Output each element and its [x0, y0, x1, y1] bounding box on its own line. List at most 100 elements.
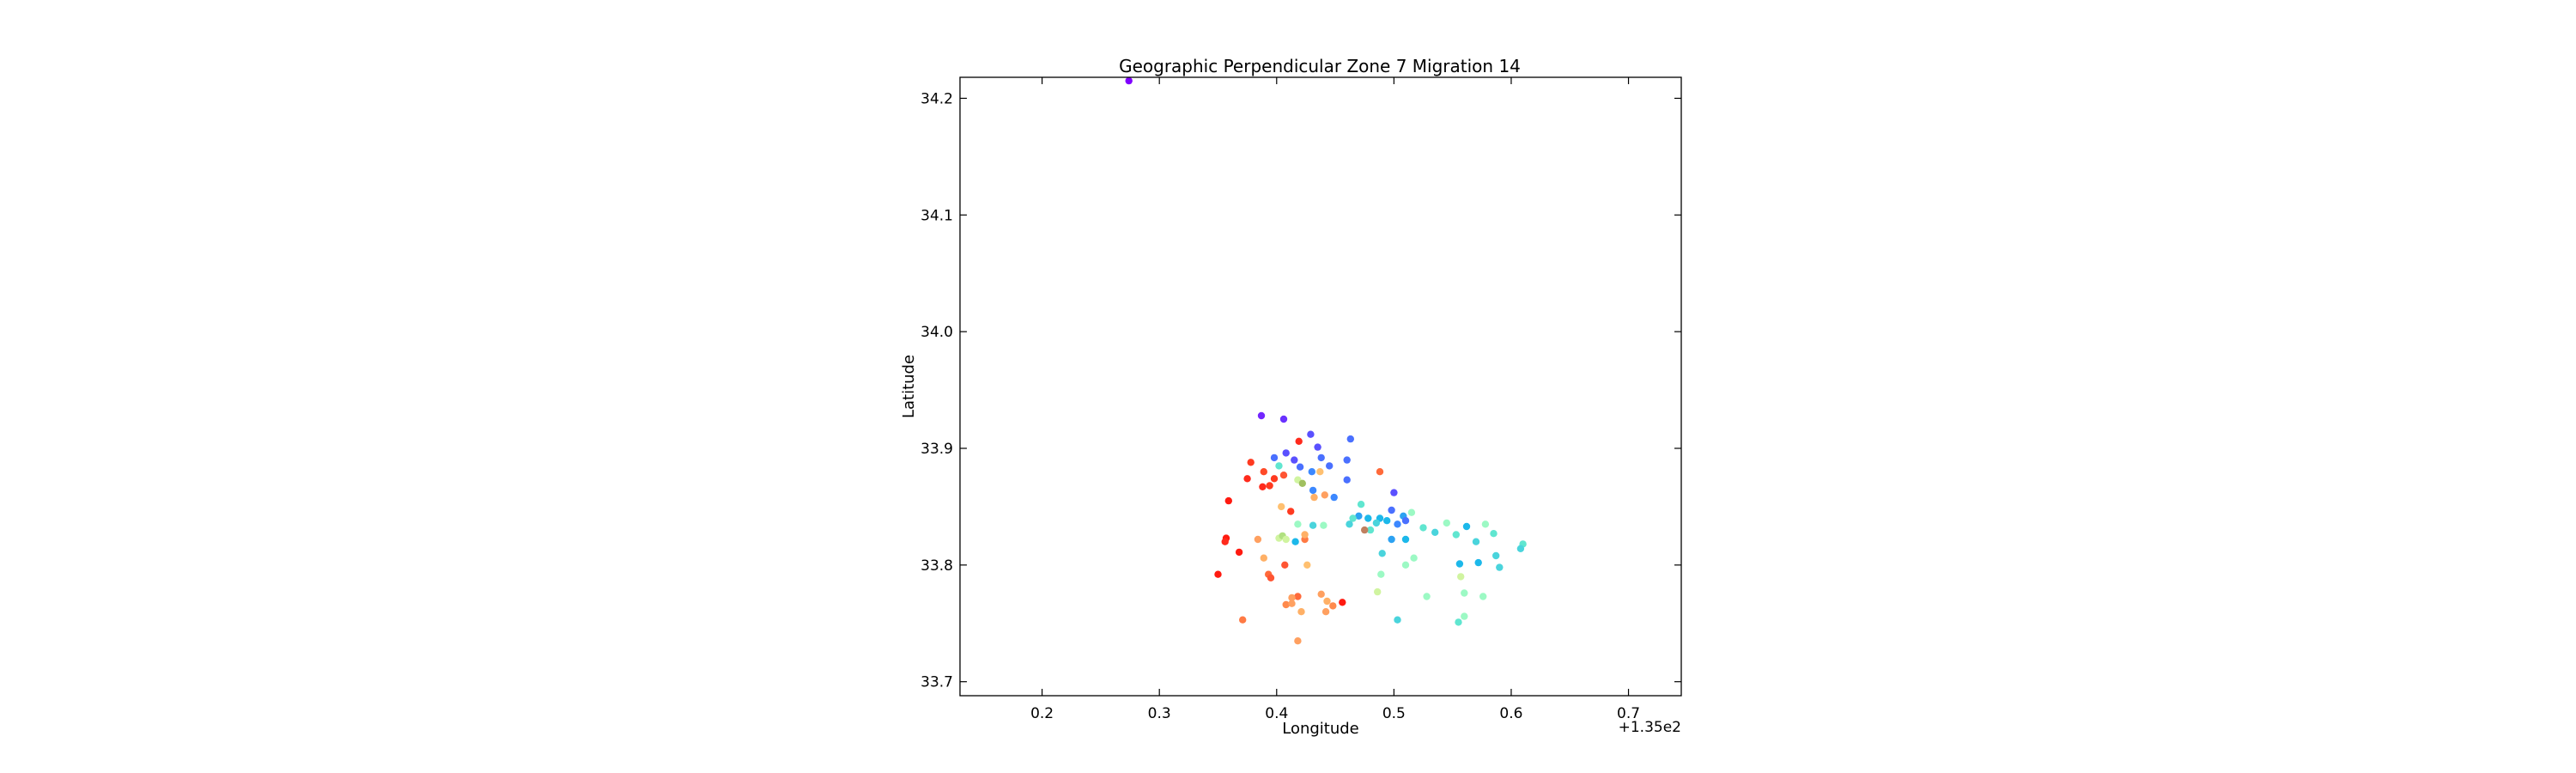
data-point-90	[1309, 521, 1317, 529]
data-point-32	[1388, 535, 1395, 544]
data-point-98	[1317, 590, 1325, 598]
data-point-51	[1378, 550, 1386, 557]
x-axis-label: Longitude	[1282, 720, 1359, 738]
data-point-30	[1366, 526, 1375, 534]
data-point-33	[1401, 535, 1410, 544]
data-point-75	[1287, 508, 1295, 515]
data-point-14	[1343, 476, 1351, 484]
data-point-99	[1294, 593, 1302, 600]
data-point-22	[1383, 517, 1391, 525]
data-point-37	[1452, 531, 1461, 539]
data-point-15	[1309, 486, 1317, 495]
data-point-46	[1455, 560, 1464, 568]
data-point-81	[1235, 548, 1243, 557]
data-point-13	[1308, 468, 1316, 476]
data-point-8	[1291, 456, 1298, 464]
data-point-58	[1455, 618, 1462, 626]
data-point-59	[1394, 616, 1401, 624]
data-point-24	[1394, 520, 1401, 528]
data-point-102	[1288, 600, 1296, 607]
data-point-3	[1307, 430, 1315, 438]
y-axis-label: Latitude	[900, 355, 918, 418]
x-tick-label: 0.7	[1617, 705, 1640, 722]
data-point-0	[1125, 76, 1133, 85]
data-point-10	[1343, 456, 1351, 464]
data-point-57	[1461, 612, 1468, 620]
data-point-27	[1349, 514, 1357, 522]
data-point-20	[1364, 514, 1372, 522]
data-point-95	[1303, 561, 1311, 569]
data-point-67	[1266, 482, 1273, 490]
data-point-86	[1282, 535, 1290, 544]
data-point-35	[1431, 528, 1439, 536]
data-point-94	[1281, 561, 1289, 569]
data-point-62	[1260, 468, 1268, 476]
x-tick-label: 0.3	[1148, 705, 1171, 722]
data-points	[1125, 76, 1527, 645]
data-point-93	[1260, 554, 1268, 562]
plot-frame	[959, 76, 1682, 697]
data-point-77	[1376, 468, 1384, 476]
data-point-105	[1339, 599, 1346, 606]
data-point-17	[1390, 489, 1398, 496]
data-point-66	[1259, 483, 1267, 490]
data-point-103	[1323, 597, 1331, 606]
data-point-41	[1490, 530, 1498, 538]
y-tick-label: 33.7	[920, 674, 953, 691]
data-point-109	[1294, 637, 1302, 645]
data-point-101	[1282, 600, 1290, 609]
data-point-25	[1401, 517, 1410, 525]
data-point-26	[1407, 508, 1416, 516]
data-point-70	[1298, 479, 1307, 487]
data-point-73	[1310, 493, 1318, 502]
data-point-71	[1316, 468, 1324, 476]
data-point-68	[1275, 462, 1283, 470]
x-tick-label: 0.4	[1265, 705, 1288, 722]
data-point-44	[1492, 551, 1500, 560]
x-axis-offset-label: +1.35e2	[1619, 719, 1681, 736]
data-point-100	[1288, 593, 1296, 602]
data-point-55	[1461, 589, 1468, 597]
y-tick-label: 33.9	[920, 441, 953, 458]
data-point-53	[1374, 587, 1382, 596]
data-point-31	[1372, 519, 1381, 527]
chart-title: Geographic Perpendicular Zone 7 Migratio…	[1119, 56, 1521, 76]
data-point-39	[1472, 538, 1480, 545]
data-point-82	[1214, 570, 1222, 578]
y-tick-label: 34.1	[920, 207, 953, 224]
data-point-107	[1297, 608, 1305, 616]
data-point-52	[1377, 570, 1385, 578]
data-point-56	[1479, 593, 1487, 600]
data-point-89	[1301, 531, 1309, 539]
x-tick-label: 0.5	[1382, 705, 1406, 722]
data-point-36	[1443, 519, 1451, 527]
x-tick-label: 0.2	[1030, 705, 1054, 722]
data-point-63	[1270, 475, 1279, 483]
data-point-104	[1329, 602, 1337, 610]
data-point-91	[1320, 521, 1327, 529]
x-axis-ticks: 0.2 0.3 0.4 0.5 0.6 0.7	[1030, 77, 1640, 722]
data-point-4	[1346, 435, 1355, 443]
data-point-87	[1291, 538, 1299, 545]
data-point-61	[1247, 459, 1255, 466]
data-point-29	[1357, 501, 1365, 508]
data-point-60	[1295, 437, 1303, 445]
data-point-19	[1355, 512, 1363, 520]
data-point-47	[1496, 563, 1504, 571]
data-point-5	[1314, 443, 1321, 451]
data-point-74	[1278, 502, 1285, 511]
data-point-34	[1419, 524, 1427, 532]
data-point-83	[1254, 535, 1262, 544]
data-point-76	[1224, 496, 1233, 505]
data-point-12	[1326, 462, 1334, 470]
y-tick-label: 33.8	[920, 557, 953, 575]
data-point-1	[1257, 411, 1266, 420]
data-point-50	[1401, 561, 1410, 569]
data-point-43	[1516, 545, 1525, 552]
data-point-54	[1423, 593, 1431, 600]
data-point-7	[1270, 453, 1279, 462]
data-point-92	[1294, 520, 1302, 528]
data-point-40	[1481, 520, 1490, 528]
data-point-2	[1279, 415, 1288, 423]
x-tick-label: 0.6	[1499, 705, 1522, 722]
